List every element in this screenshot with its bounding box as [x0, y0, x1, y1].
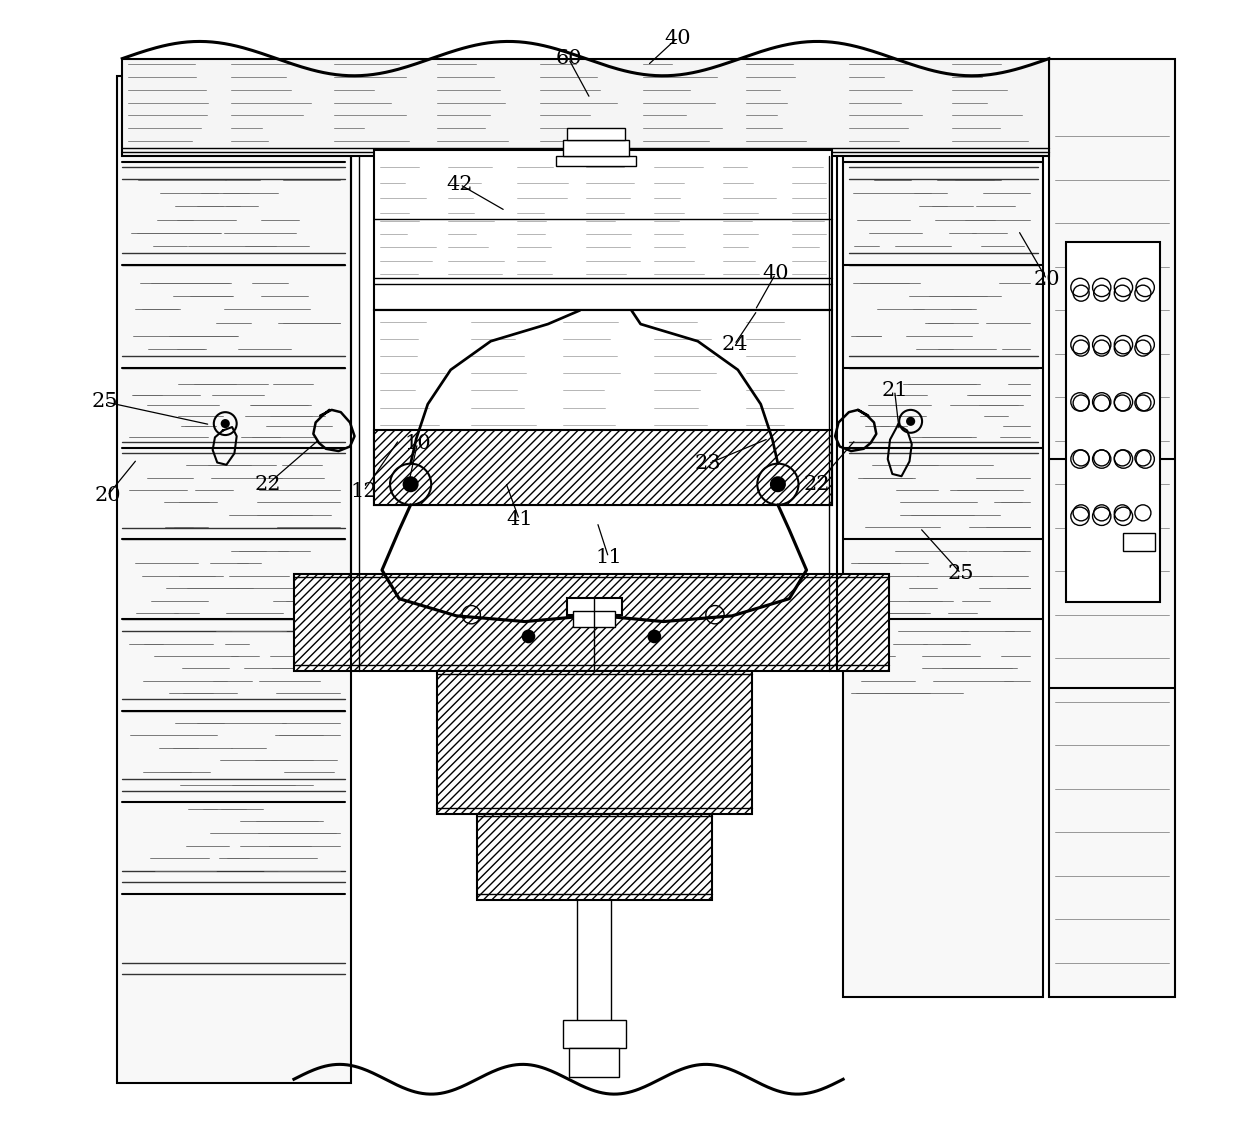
Text: 25: 25 — [92, 392, 118, 412]
Bar — [1123, 533, 1156, 551]
Text: 25: 25 — [947, 564, 975, 583]
Bar — [117, 76, 351, 1083]
Bar — [843, 81, 1043, 997]
Circle shape — [770, 476, 786, 492]
Bar — [563, 140, 629, 156]
Text: 23: 23 — [694, 454, 722, 474]
Bar — [1049, 58, 1176, 997]
Bar — [436, 671, 751, 813]
Text: 40: 40 — [663, 29, 691, 47]
Text: 10: 10 — [404, 434, 430, 453]
Text: 20: 20 — [1033, 270, 1060, 289]
Bar — [477, 813, 712, 899]
Bar — [374, 150, 832, 311]
Text: 42: 42 — [446, 175, 472, 194]
Text: 22: 22 — [254, 475, 280, 493]
Text: 12: 12 — [351, 482, 377, 500]
Text: 41: 41 — [506, 510, 533, 529]
Circle shape — [647, 630, 661, 643]
Bar — [374, 430, 832, 505]
Bar — [1066, 242, 1161, 602]
Bar — [123, 58, 1049, 156]
Circle shape — [221, 419, 229, 428]
Bar — [568, 128, 625, 140]
Bar — [568, 598, 622, 615]
Bar — [563, 1020, 626, 1048]
Bar — [573, 611, 615, 627]
Bar — [556, 156, 636, 166]
Bar — [568, 1048, 619, 1077]
Text: 60: 60 — [556, 49, 582, 68]
Text: 21: 21 — [882, 381, 908, 400]
Text: 22: 22 — [804, 475, 830, 493]
Text: 40: 40 — [763, 264, 789, 283]
Bar — [374, 311, 832, 505]
Text: 20: 20 — [94, 486, 120, 505]
Circle shape — [906, 416, 915, 426]
Bar — [294, 574, 889, 671]
Circle shape — [403, 476, 419, 492]
Circle shape — [522, 630, 536, 643]
Text: 11: 11 — [595, 548, 622, 567]
Text: 24: 24 — [722, 335, 748, 354]
